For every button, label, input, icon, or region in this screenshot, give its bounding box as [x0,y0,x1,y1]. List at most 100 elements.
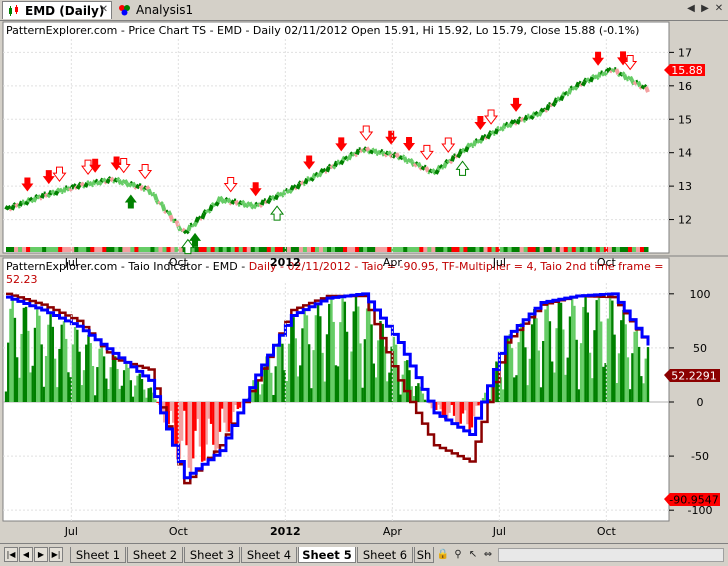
taio-histogram-bar [564,375,566,402]
taio-histogram-bar [518,342,520,402]
sheet-tab-2[interactable]: Sheet 2 [127,547,183,563]
volume-bar [299,247,304,252]
taio-histogram-bar [56,387,58,402]
indicator-x-label: Jul [492,525,506,538]
chart-area[interactable]: PatternExplorer.com - Price Chart TS - E… [0,21,728,543]
price-segment [77,186,79,189]
price-segment [466,147,468,152]
taio-histogram-bar [7,343,9,402]
tab-emd-daily[interactable]: EMD (Daily) ✕ [2,1,112,19]
volume-bar [403,247,408,252]
sheet-tab-7[interactable]: Sh [414,547,434,563]
taio-histogram-bar [377,340,379,402]
taio-histogram-bar [210,402,212,424]
price-segment [440,166,442,168]
taio-histogram-bar [326,334,328,402]
taio-histogram-bar [125,364,127,402]
sheet-tab-6[interactable]: Sheet 6 [357,547,413,563]
volume-bar [612,247,617,252]
resize-icon[interactable]: ⇔ [481,547,495,562]
lock-icon[interactable]: 🔒 [436,547,450,562]
first-sheet-icon[interactable]: |◀ [4,547,18,562]
taio-histogram-bar [292,317,294,402]
price-segment [557,98,559,99]
volume-bar [195,247,200,252]
taio-histogram-bar [627,357,629,402]
taio-histogram-bar [578,389,580,402]
price-segment [561,96,563,101]
volume-bar [171,247,176,252]
volume-bar [520,247,525,252]
price-segment [323,169,325,171]
taio-histogram-bar [609,295,611,402]
taio-histogram-bar [448,402,450,413]
taio-histogram-bar [63,321,65,402]
price-segment [591,77,593,82]
indicator-title-line2: 52.23 [6,273,38,286]
cursor-icon[interactable]: ↖ [466,547,480,562]
price-segment [553,103,555,106]
price-segment [99,182,101,185]
tab-analysis1[interactable]: Analysis1 [114,1,214,19]
price-segment [63,188,65,193]
next-sheet-icon[interactable]: ▶ [34,547,48,562]
taio-histogram-bar [399,395,401,402]
price-segment [458,154,460,157]
sheet-tab-3[interactable]: Sheet 3 [184,547,240,563]
scroll-tabs-right-icon[interactable]: ▶ [698,2,712,16]
taio-histogram-bar [143,390,145,402]
taio-histogram-bar [188,402,190,468]
volume-bar [560,247,565,252]
sheet-tab-5[interactable]: Sheet 5 [298,547,356,563]
taio-histogram-bar [451,402,453,405]
price-segment [545,110,547,111]
price-segment [107,179,109,183]
last-sheet-icon[interactable]: ▶| [49,547,63,562]
volume-bar [588,247,593,252]
taio-histogram-bar [228,402,230,432]
taio-histogram-bar [348,380,350,402]
last-price-marker: 15.88 [664,64,705,77]
taio-histogram-bar [203,402,205,461]
taio-value: -90.9547 [669,494,718,507]
volume-bar [359,247,364,252]
volume-bar [134,247,139,252]
taio-histogram-bar [366,308,368,402]
price-segment [569,89,571,94]
horizontal-scrollbar[interactable] [498,548,724,562]
taio-histogram-bar [217,402,219,449]
taio-histogram-bar [341,298,343,402]
taio-histogram-bar [587,312,589,402]
price-segment [254,205,256,208]
link-icon[interactable]: ⚲ [451,547,465,562]
volume-bar [267,247,272,252]
volume-bar [600,247,605,252]
taio-histogram-bar [78,352,80,402]
taio-histogram-bar [466,402,468,424]
taio-histogram-bar [76,330,78,402]
taio-histogram-bar [344,302,346,402]
volume-bar [235,247,240,252]
taio-histogram-bar [74,327,76,402]
close-window-icon[interactable]: ✕ [712,2,726,16]
sheet-tab-1[interactable]: Sheet 1 [70,547,126,563]
volume-bar [106,247,111,252]
sheet-tab-4[interactable]: Sheet 4 [241,547,297,563]
price-segment [355,154,357,155]
price-segment [432,169,434,171]
indicator-y-tick-label: -50 [691,450,709,463]
price-segment [315,174,317,175]
last-price-label: 15.88 [671,64,703,77]
price-plot-area[interactable] [3,22,669,253]
taio-histogram-bar [232,402,234,412]
close-icon[interactable]: ✕ [100,4,108,16]
volume-bar [363,247,368,252]
taio-histogram-bar [611,301,613,402]
taio-histogram-bar [308,344,310,402]
taio-histogram-bar [353,311,355,402]
document-tab-bar: EMD (Daily) ✕ Analysis1 ◀ ▶ ✕ [0,0,728,21]
volume-bar [351,247,356,252]
scroll-tabs-left-icon[interactable]: ◀ [684,2,698,16]
volume-bar [247,247,252,252]
prev-sheet-icon[interactable]: ◀ [19,547,33,562]
